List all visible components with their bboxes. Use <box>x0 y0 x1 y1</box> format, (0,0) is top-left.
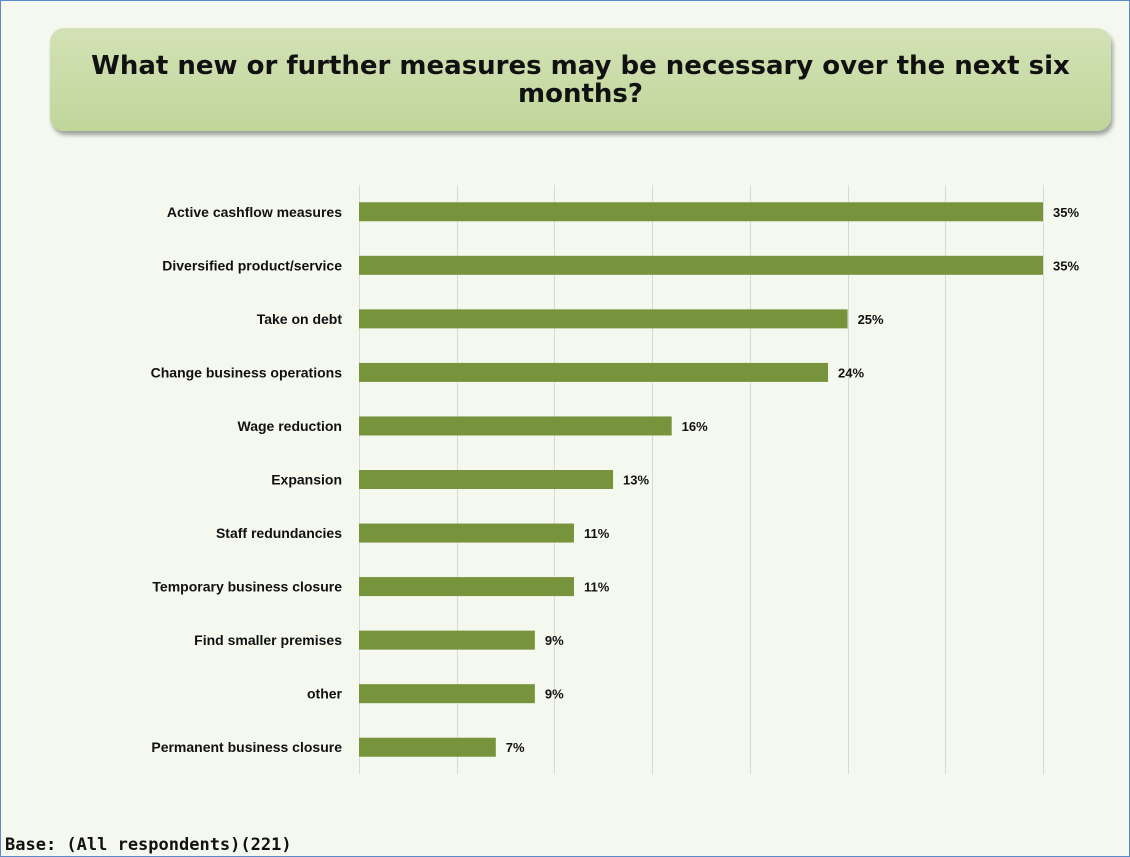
category-label: Permanent business closure <box>151 739 342 755</box>
category-label: Diversified product/service <box>162 257 342 273</box>
bar <box>359 202 1043 222</box>
base-note: Base: (All respondents)(221) <box>5 835 292 855</box>
category-label: Expansion <box>271 472 342 488</box>
value-label: 11% <box>584 580 610 595</box>
value-label: 9% <box>545 633 564 648</box>
value-label: 7% <box>506 740 525 755</box>
gridlines <box>359 185 1044 774</box>
bar <box>359 470 614 489</box>
category-label: other <box>307 686 343 702</box>
bar <box>359 577 574 597</box>
value-label: 35% <box>1053 205 1079 220</box>
value-label: 25% <box>858 312 884 327</box>
value-label: 16% <box>682 419 708 434</box>
category-label: Change business operations <box>151 364 343 380</box>
bar <box>359 684 535 704</box>
category-label: Temporary business closure <box>152 579 342 595</box>
value-label: 11% <box>584 526 610 541</box>
value-label: 9% <box>545 687 564 702</box>
bar <box>359 523 574 543</box>
value-label: 24% <box>838 365 864 380</box>
value-label: 13% <box>623 473 649 488</box>
bar <box>359 630 535 650</box>
title-banner: What new or further measures may be nece… <box>50 28 1111 131</box>
bar <box>359 416 672 436</box>
category-label: Find smaller premises <box>194 632 342 648</box>
value-labels: 35% 35% 25% 24% 16% 13% 11% 11% 9% 9% 7% <box>506 205 1080 755</box>
category-label: Staff redundancies <box>216 525 342 541</box>
bar <box>359 362 829 382</box>
category-label: Wage reduction <box>238 418 343 434</box>
bar <box>359 309 848 329</box>
bars <box>359 202 1043 757</box>
chart-title: What new or further measures may be nece… <box>91 50 1070 109</box>
category-label: Take on debt <box>257 311 343 327</box>
category-labels: Active cashflow measures Diversified prod… <box>151 204 343 755</box>
value-label: 35% <box>1053 258 1079 273</box>
category-label: Active cashflow measures <box>167 204 342 220</box>
bar <box>359 737 496 757</box>
bar <box>359 255 1043 275</box>
